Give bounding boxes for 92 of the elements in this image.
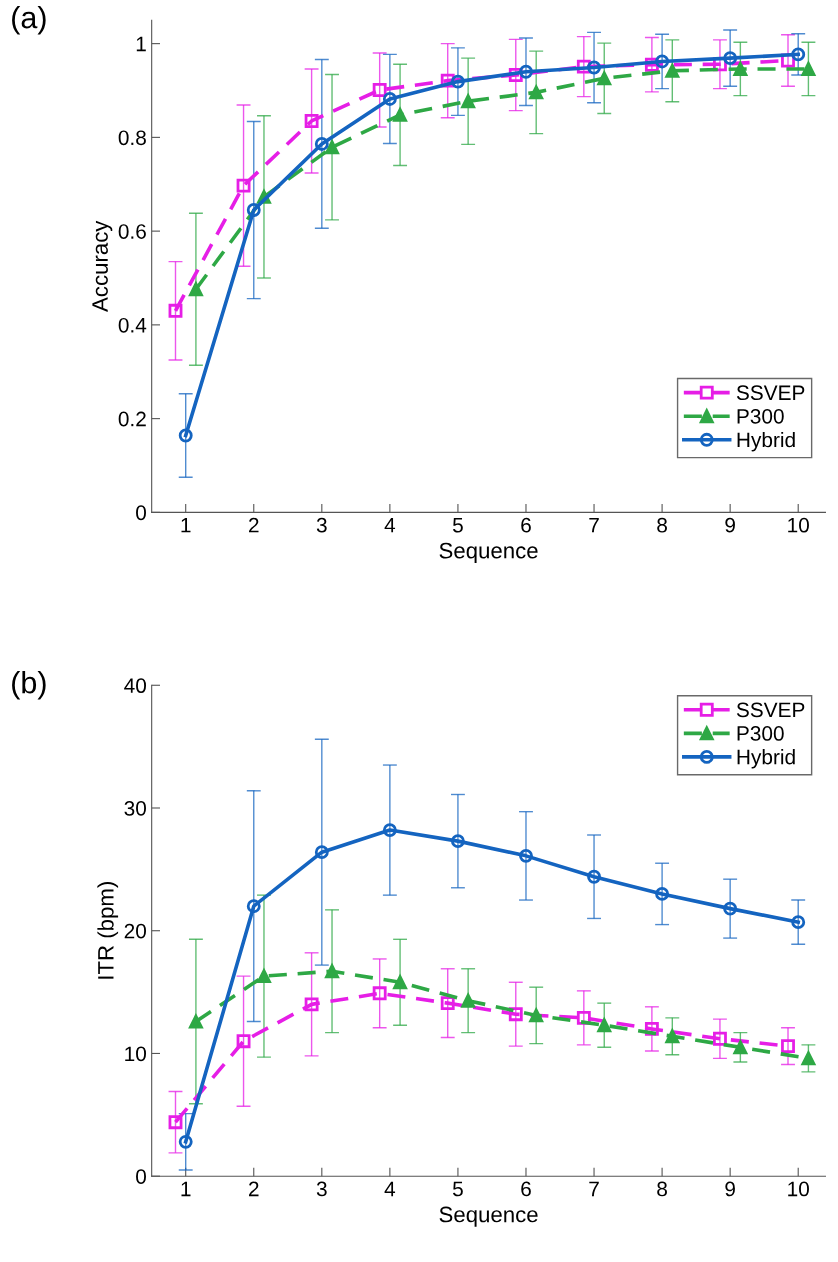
point (665, 63, 680, 78)
point (461, 993, 476, 1008)
y-tick-label: 10 (125, 1046, 146, 1062)
x-tick-label: 7 (589, 1181, 599, 1197)
point (450, 834, 465, 849)
point (791, 47, 806, 62)
point (236, 1034, 251, 1049)
point (587, 869, 601, 884)
point (723, 901, 738, 916)
x-axis-title: Sequence (439, 542, 538, 563)
point (382, 92, 397, 106)
x-tick-label: 9 (725, 1181, 735, 1197)
x-tick-label: 3 (316, 1181, 327, 1197)
point (325, 140, 339, 155)
point (519, 64, 533, 79)
x-tick-label: 3 (316, 517, 327, 533)
point (246, 899, 261, 914)
y-tick-label: 0.4 (118, 317, 147, 333)
x-tick-label: 1 (181, 518, 191, 533)
y-tick-label: 0 (136, 1169, 146, 1184)
point (188, 282, 203, 297)
point (257, 969, 271, 984)
point (655, 886, 670, 901)
point (461, 94, 476, 109)
x-tick-label: 7 (589, 518, 599, 533)
point (246, 203, 261, 217)
point (713, 1031, 727, 1046)
point (597, 1018, 612, 1033)
point (587, 60, 601, 75)
point (325, 964, 339, 979)
y-tick-label: 20 (124, 923, 146, 939)
point (529, 1008, 544, 1023)
chart-title: (a) (12, 5, 46, 35)
point (781, 1039, 795, 1054)
point (393, 975, 408, 990)
y-tick-label: 30 (124, 801, 146, 816)
point (655, 54, 670, 69)
point (236, 178, 251, 193)
x-tick-label: 10 (788, 1181, 809, 1197)
point (314, 136, 329, 151)
legend-label: Hybrid (737, 749, 795, 769)
x-tick-label: 4 (384, 1181, 396, 1197)
point (733, 62, 748, 76)
point (597, 71, 612, 86)
x-tick-label: 2 (249, 517, 259, 533)
x-tick-label: 10 (788, 517, 809, 533)
point (529, 85, 544, 100)
x-tick-label: 8 (657, 517, 667, 533)
point (304, 997, 319, 1012)
legend-label: Hybrid (737, 431, 795, 452)
x-axis-title: Sequence (439, 1206, 538, 1227)
point (382, 823, 397, 838)
x-tick-label: 6 (521, 1181, 531, 1197)
legend-label: SSVEP (736, 385, 805, 401)
point (178, 1134, 193, 1149)
point (168, 1115, 183, 1130)
legend-label: SSVEP (736, 702, 805, 718)
legend-label: P300 (737, 408, 784, 424)
point (801, 1051, 816, 1066)
x-tick-label: 4 (384, 518, 396, 533)
x-tick-label: 8 (657, 1181, 667, 1197)
point (450, 74, 465, 89)
point (791, 915, 806, 930)
point (168, 303, 183, 318)
point (733, 1040, 748, 1055)
legend-label: P300 (737, 726, 784, 741)
point (304, 114, 319, 128)
y-tick-label: 0.2 (118, 411, 146, 427)
y-tick-label: 1 (136, 36, 146, 52)
y-tick-label: 0 (136, 505, 146, 521)
point (372, 83, 387, 97)
point (723, 51, 738, 66)
chart-title: (b) (12, 671, 46, 700)
y-tick-label: 0.8 (118, 130, 146, 146)
point (178, 428, 193, 443)
y-tick-label: 40 (124, 678, 146, 694)
point (519, 848, 533, 863)
point (393, 107, 408, 122)
x-tick-label: 2 (249, 1181, 259, 1197)
y-axis-title: ITR (bpm) (97, 882, 119, 979)
x-tick-label: 1 (181, 1181, 191, 1197)
point (314, 845, 329, 860)
point (665, 1029, 680, 1044)
point (188, 1014, 203, 1029)
x-tick-label: 9 (725, 517, 735, 533)
y-tick-label: 0.6 (118, 224, 146, 239)
point (801, 62, 816, 76)
x-tick-label: 5 (452, 1181, 463, 1197)
y-axis-title: Accuracy (92, 220, 113, 312)
x-tick-label: 5 (452, 518, 463, 533)
point (372, 986, 387, 1001)
x-tick-label: 6 (521, 517, 531, 533)
